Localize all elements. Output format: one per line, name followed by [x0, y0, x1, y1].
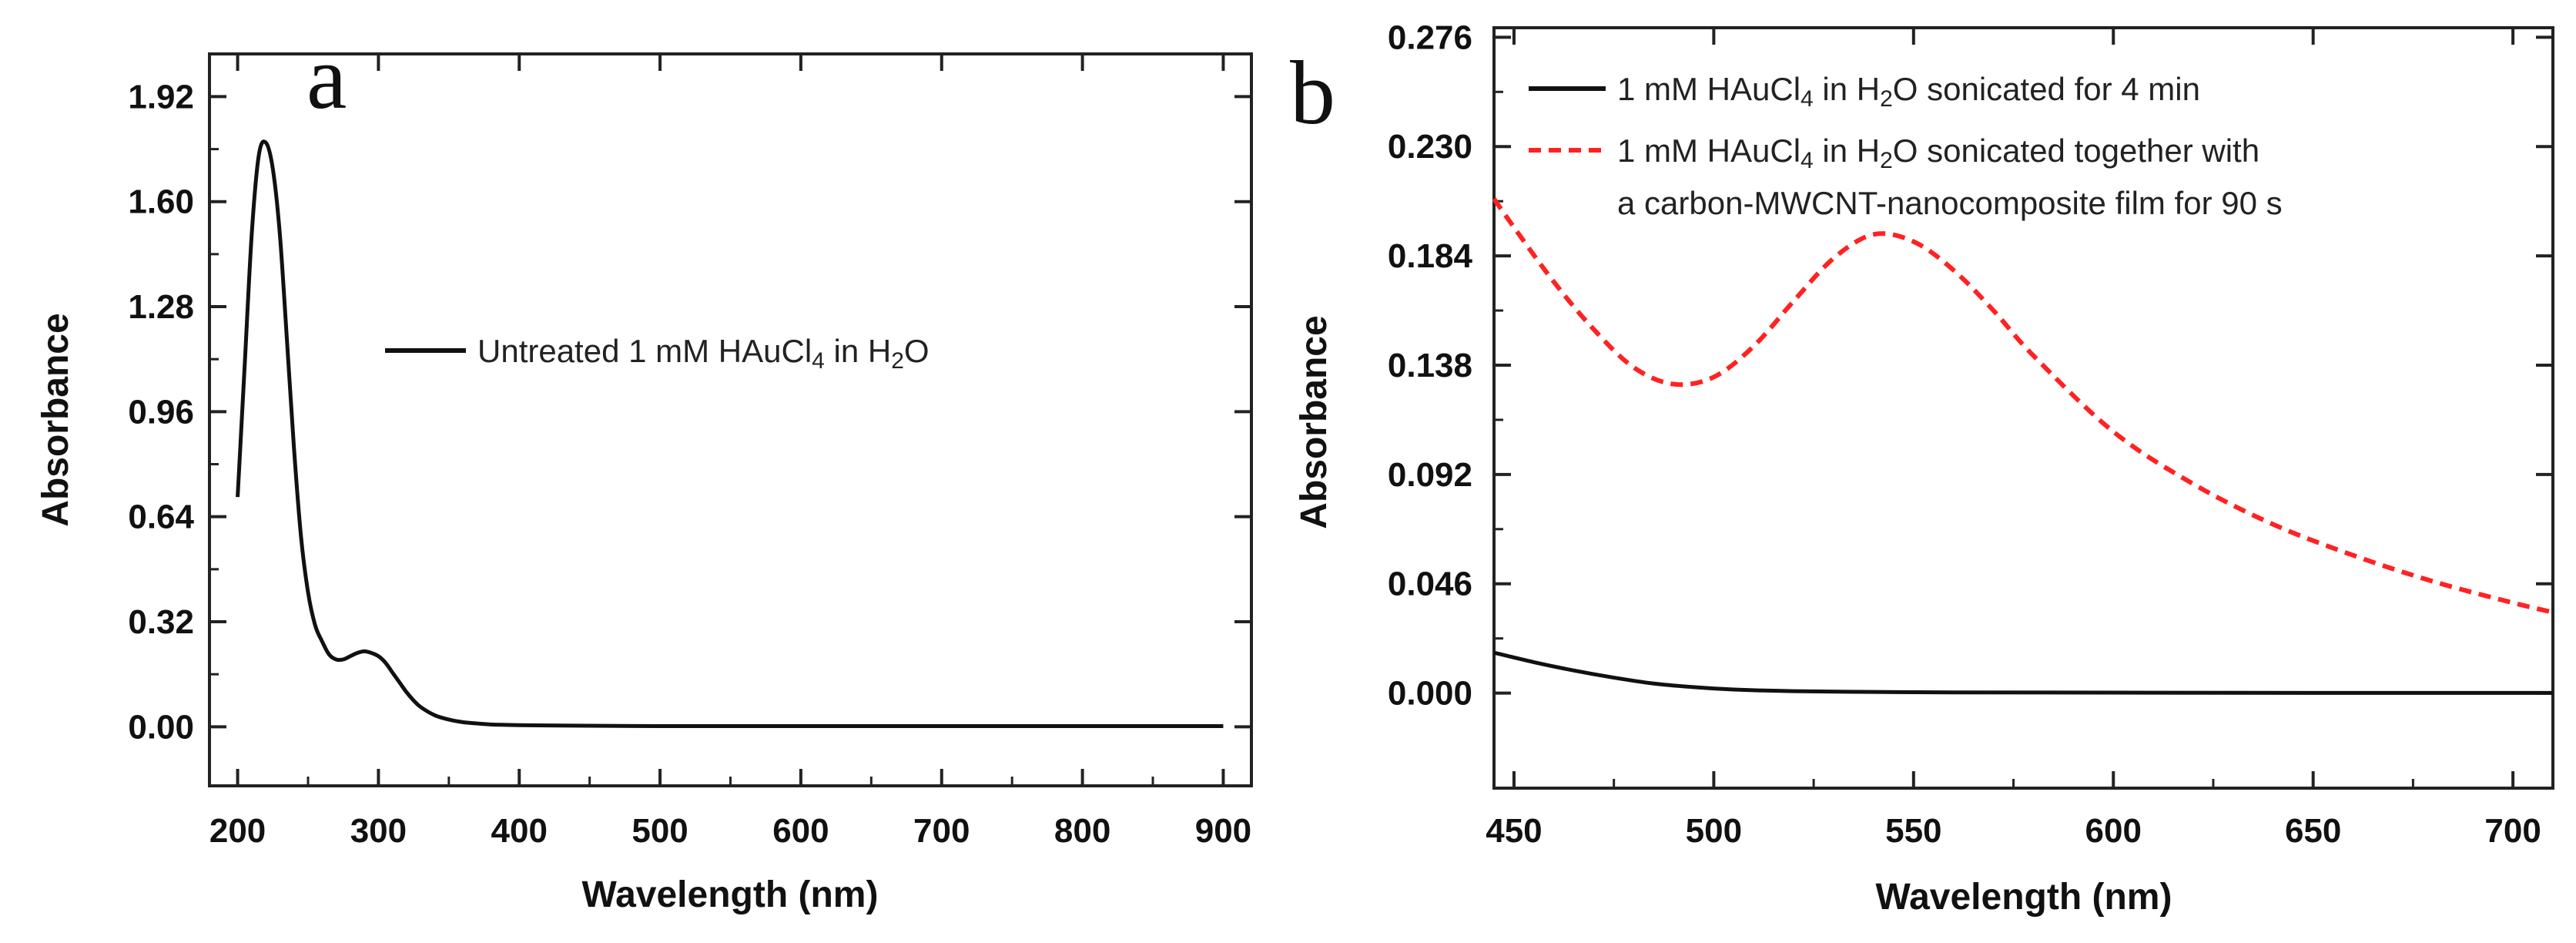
legend-b: 1 mM HAuCl4 in H2O sonicated for 4 min1 …	[1529, 71, 2283, 221]
legend-label-b-1-part: 1 mM HAuCl	[1617, 133, 1801, 169]
x-axis-title-a: Wavelength (nm)	[582, 874, 879, 915]
x-tick-label-b: 650	[2285, 812, 2341, 850]
legend-label-a-0-part: Untreated 1 mM HAuCl	[477, 333, 812, 369]
x-tick-label-a: 900	[1195, 812, 1251, 850]
y-tick-label-a: 1.60	[128, 183, 194, 221]
series-line-a-0	[236, 139, 1224, 728]
x-tick-label-b: 550	[1885, 812, 1941, 850]
legend-label-b-0-part: 1 mM HAuCl	[1617, 71, 1801, 107]
legend-label-a-0-subscript: 4	[812, 348, 825, 374]
series-line-b-0	[1493, 650, 2554, 695]
legend-label-b-0-part: O sonicated for 4 min	[1893, 71, 2200, 107]
legend-label-b-0-part: in H	[1814, 71, 1880, 107]
ticks-a: 200 300 400 500 600 700 800 900 0.00 0.32 0.64 0.96…	[128, 54, 1251, 850]
y-axis-title-b: Absorbance	[1294, 315, 1335, 529]
y-tick-label-b: 0.092	[1388, 456, 1472, 494]
plot-frame-b	[1492, 26, 2554, 790]
legend-label-b-0-subscript: 2	[1880, 86, 1893, 112]
y-tick-label-b: 0.046	[1388, 565, 1472, 603]
ticks-b: 450 500 550 600 650 700 0.000 0.046 0.092 0.138 0.…	[1388, 18, 2553, 850]
x-tick-label-b: 700	[2484, 812, 2541, 850]
x-tick-label-a: 300	[350, 812, 407, 850]
x-tick-label-b: 450	[1486, 812, 1542, 850]
legend-label-b-0: 1 mM HAuCl4 in H2O sonicated for 4 min	[1617, 71, 2200, 112]
series-line-b-1	[1492, 197, 2554, 615]
legend-label-b-1-part: in H	[1814, 133, 1880, 169]
x-tick-label-a: 800	[1054, 812, 1110, 850]
legend-label-a-0-part: O	[904, 333, 930, 369]
legend-label-b-1-part: O sonicated together with	[1893, 133, 2259, 169]
y-tick-label-b: 0.230	[1388, 128, 1472, 166]
y-tick-label-b: 0.184	[1388, 237, 1473, 275]
y-tick-label-b: 0.138	[1388, 347, 1472, 384]
legend-label-b-1: 1 mM HAuCl4 in H2O sonicated together wi…	[1617, 133, 2259, 173]
legend-label-b-1-line2: a carbon-MWCNT-nanocomposite film for 90…	[1617, 185, 2283, 221]
y-axis-title-a: Absorbance	[35, 313, 76, 526]
x-tick-label-a: 700	[913, 812, 970, 850]
y-tick-label-b: 0.000	[1388, 675, 1472, 713]
series-a	[236, 139, 1224, 728]
panel-label-a: a	[307, 27, 347, 128]
x-tick-label-a: 600	[772, 812, 829, 850]
x-tick-label-b: 600	[2085, 812, 2142, 850]
x-tick-label-b: 500	[1686, 812, 1742, 850]
plot-frame-a	[208, 52, 1253, 787]
legend-label-a-0-subscript: 2	[891, 348, 904, 374]
x-tick-label-a: 400	[491, 812, 548, 850]
y-tick-label-a: 0.96	[128, 393, 194, 431]
panel-a: a 200 300 400 500 600 700 800 900 0.00 0.32 0.64 0.…	[35, 27, 1253, 915]
x-tick-label-a: 200	[209, 812, 266, 850]
legend-label-b-1-subscript: 4	[1801, 148, 1814, 173]
series-b	[1492, 197, 2554, 695]
legend-label-a-0: Untreated 1 mM HAuCl4 in H2O	[477, 333, 930, 374]
y-tick-label-a: 0.64	[128, 498, 194, 536]
legend-a: Untreated 1 mM HAuCl4 in H2O	[385, 333, 930, 374]
legend-label-b-0-subscript: 4	[1801, 86, 1814, 112]
y-tick-label-a: 0.32	[128, 603, 194, 641]
panel-label-b: b	[1290, 42, 1335, 143]
y-tick-label-a: 0.00	[128, 708, 194, 746]
panel-b: b 450 500 550 600 650 700 0.000 0.046 0.092 0.138…	[1290, 18, 2554, 918]
x-axis-title-b: Wavelength (nm)	[1876, 877, 2172, 918]
legend-label-b-1-subscript: 2	[1880, 148, 1893, 173]
y-tick-label-a: 1.28	[128, 288, 194, 326]
x-tick-label-a: 500	[631, 812, 688, 850]
legend-label-a-0-part: in H	[825, 333, 891, 369]
y-tick-label-b: 0.276	[1388, 18, 1472, 56]
y-tick-label-a: 1.92	[128, 78, 194, 116]
